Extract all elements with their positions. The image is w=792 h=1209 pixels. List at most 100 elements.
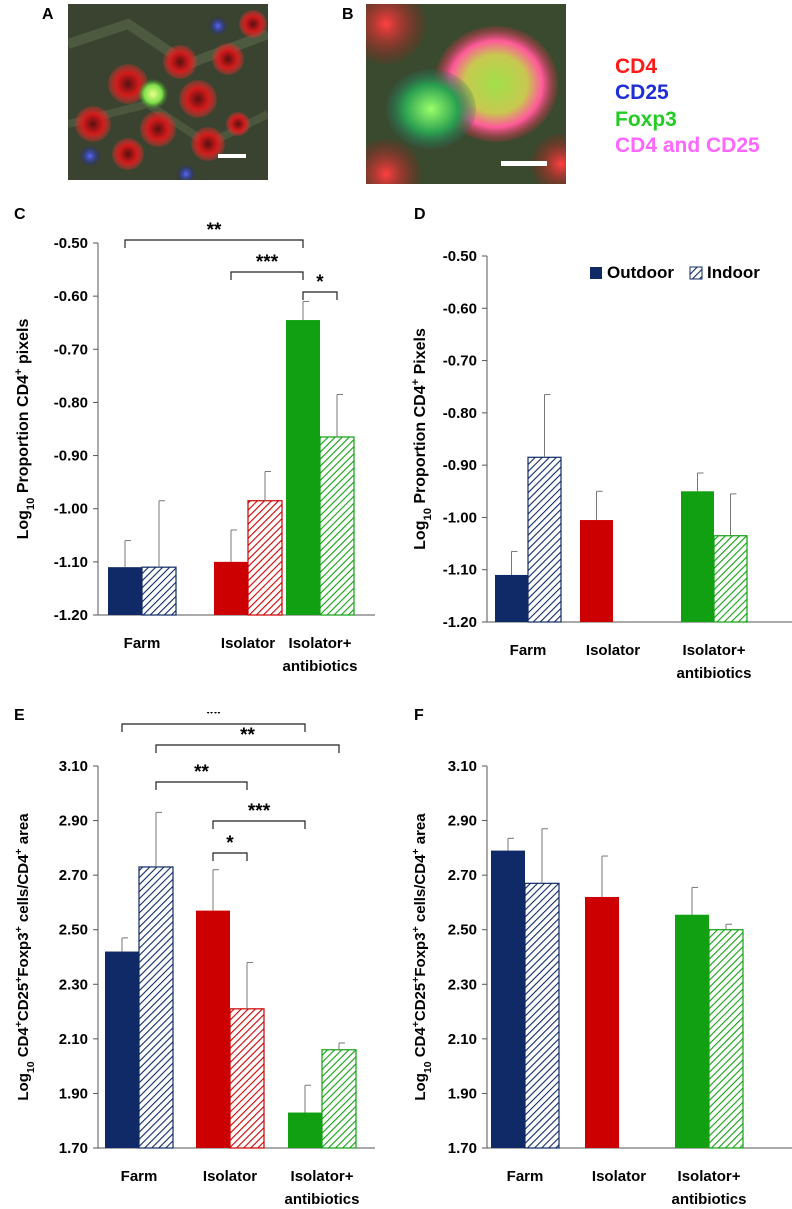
y-tick-label: 2.90 — [59, 813, 88, 830]
y-axis-label: Log10 CD4+CD25+Foxp3+ cells/CD4+ area — [13, 813, 37, 1101]
y-tick-label: -1.00 — [54, 501, 88, 518]
panel-letter-e: E — [14, 707, 25, 724]
legend-cd25: CD25 — [615, 81, 669, 104]
y-tick-label: 1.90 — [59, 1085, 88, 1102]
y-tick-label: 2.50 — [59, 922, 88, 939]
bar-farm-outdoor — [495, 574, 528, 622]
y-tick-label: 2.10 — [59, 1031, 88, 1048]
y-tick-label: -0.80 — [443, 405, 477, 422]
panel-letter-c: C — [14, 206, 26, 223]
legend-swatch-outdoor — [590, 267, 602, 279]
bar-isolator-outdoor — [196, 910, 230, 1148]
y-tick-label: -1.00 — [443, 509, 477, 526]
y-tick-label: 3.10 — [448, 758, 477, 775]
y-tick-label: 1.90 — [448, 1085, 477, 1102]
panel-letter-a: A — [42, 6, 54, 23]
y-tick-label: -1.20 — [54, 607, 88, 624]
micrograph-a — [68, 4, 268, 180]
legend-label-outdoor: Outdoor — [607, 263, 674, 282]
y-tick-label: -0.90 — [443, 457, 477, 474]
x-label-2: Isolator+ — [678, 1168, 741, 1185]
x-label-1: Isolator — [586, 642, 640, 659]
significance-bracket — [302, 291, 338, 300]
legend-label-indoor: Indoor — [707, 263, 760, 282]
legend-swatch-indoor — [689, 266, 703, 280]
bar-farm-indoor — [141, 566, 177, 616]
y-tick-label: 2.30 — [448, 976, 477, 993]
y-axis-label: Log10 Proportion CD4+ pixels — [13, 319, 37, 540]
significance-bracket — [155, 781, 248, 790]
x-label-0: Farm — [121, 1168, 158, 1185]
panel-letter-f: F — [414, 707, 424, 724]
bar-farm-outdoor — [108, 567, 142, 615]
y-tick-label: -0.60 — [443, 300, 477, 317]
x-label-1: Isolator — [203, 1168, 257, 1185]
bar-isolator+-outdoor — [675, 914, 709, 1148]
significance-label: * — [226, 833, 234, 854]
y-tick-label: -0.90 — [54, 448, 88, 465]
y-axis-label: Log10 Proportion CD4+ Pixels — [410, 328, 434, 550]
x-label-2: antibiotics — [284, 1191, 359, 1207]
y-tick-label: 2.50 — [448, 922, 477, 939]
legend-cd4-and-cd25: CD4 and CD25 — [615, 134, 760, 157]
significance-label: ** — [240, 725, 255, 746]
bar-isolator-indoor — [247, 500, 283, 616]
bar-isolator+-indoor — [713, 535, 748, 623]
y-tick-label: 2.70 — [59, 867, 88, 884]
bar-isolator+-indoor — [708, 929, 744, 1149]
significance-bracket — [230, 271, 304, 280]
bar-farm-indoor — [527, 456, 562, 623]
y-tick-label: -0.70 — [54, 341, 88, 358]
chart-c: -0.50 -0.60 -0.70 -0.80 -0.90 -1.00 -1.10 -1.20… — [13, 220, 375, 675]
bar-farm-indoor — [524, 882, 560, 1149]
y-tick-label: 2.70 — [448, 867, 477, 884]
x-label-1: Isolator — [221, 635, 275, 652]
chart-e: 3.10 2.90 2.70 2.50 2.30 2.10 1.90 1.70 Log10 CD… — [13, 712, 375, 1207]
y-tick-label: -1.20 — [443, 614, 477, 631]
bar-farm-outdoor — [491, 850, 525, 1148]
x-label-2: Isolator+ — [289, 635, 352, 652]
y-tick-label: -0.50 — [443, 248, 477, 265]
y-tick-label: -0.50 — [54, 235, 88, 252]
significance-bracket — [155, 744, 340, 753]
bar-isolator+-outdoor — [286, 320, 320, 615]
chart-d: -0.50 -0.60 -0.70 -0.80 -0.90 -1.00 -1.10 -1.20… — [410, 248, 792, 682]
legend-cd4: CD4 — [615, 55, 658, 78]
y-tick-label: -0.60 — [54, 288, 88, 305]
significance-label: *** — [248, 801, 271, 822]
bar-farm-outdoor — [105, 951, 139, 1148]
significance-label: *** — [256, 252, 279, 273]
significance-bracket — [124, 239, 304, 248]
y-tick-label: 1.70 — [59, 1140, 88, 1157]
chart-f: 3.10 2.90 2.70 2.50 2.30 2.10 1.90 1.70 Log10 CD… — [410, 758, 792, 1207]
x-label-2: Isolator+ — [683, 642, 746, 659]
x-label-0: Farm — [510, 642, 547, 659]
y-tick-label: -1.10 — [443, 562, 477, 579]
bar-isolator-outdoor — [580, 520, 613, 622]
bar-isolator+-indoor — [321, 1049, 357, 1149]
y-tick-label: 3.10 — [59, 758, 88, 775]
x-label-2: Isolator+ — [291, 1168, 354, 1185]
bar-farm-indoor — [138, 866, 174, 1149]
x-label-1: Isolator — [592, 1168, 646, 1185]
y-axis-label: Log10 CD4+CD25+Foxp3+ cells/CD4+ area — [410, 813, 434, 1101]
panel-letter-b: B — [342, 6, 354, 23]
significance-label: ** — [207, 220, 222, 241]
bar-isolator-indoor — [229, 1008, 265, 1149]
significance-bracket — [212, 820, 306, 829]
panel-letter-d: D — [414, 206, 426, 223]
y-tick-label: -1.10 — [54, 554, 88, 571]
bar-isolator-outdoor — [585, 896, 619, 1148]
significance-label: * — [316, 272, 324, 293]
y-tick-label: 2.10 — [448, 1031, 477, 1048]
x-label-0: Farm — [124, 635, 161, 652]
x-label-2: antibiotics — [676, 665, 751, 682]
x-label-2: antibiotics — [282, 658, 357, 675]
bar-isolator+-indoor — [319, 436, 355, 616]
y-tick-label: 2.90 — [448, 813, 477, 830]
bar-isolator+-outdoor — [681, 491, 714, 622]
significance-bracket — [121, 723, 306, 732]
significance-bracket — [212, 852, 248, 861]
y-tick-label: -0.80 — [54, 394, 88, 411]
significance-label: ** — [194, 762, 209, 783]
